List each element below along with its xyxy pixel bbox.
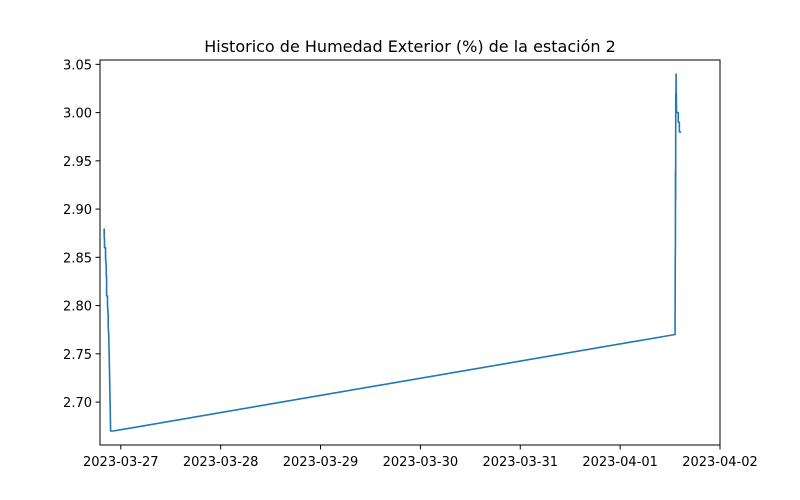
axes-frame xyxy=(99,59,721,446)
chart-title: Historico de Humedad Exterior (%) de la … xyxy=(204,37,616,56)
y-tick-label: 2.75 xyxy=(63,348,92,363)
y-tick-label: 3.05 xyxy=(63,58,92,73)
y-axis: 2.70 2.75 2.80 2.85 2.90 2.95 3.00 3.05 xyxy=(63,58,100,411)
y-tick-label: 2.70 xyxy=(63,396,92,411)
x-tick-label: 2023-04-01 xyxy=(582,455,658,470)
x-tick-label: 2023-03-27 xyxy=(83,455,159,470)
x-tick-label: 2023-03-28 xyxy=(183,455,259,470)
y-tick-label: 2.85 xyxy=(63,251,92,266)
x-tick-label: 2023-04-02 xyxy=(682,455,758,470)
x-tick-label: 2023-03-30 xyxy=(383,455,459,470)
series-line xyxy=(103,73,682,432)
y-tick-label: 2.95 xyxy=(63,155,92,170)
plot-area xyxy=(99,59,721,446)
x-axis: 2023-03-27 2023-03-28 2023-03-29 2023-03-30… xyxy=(83,445,758,470)
y-tick-label: 2.90 xyxy=(63,203,92,218)
x-tick-label: 2023-03-29 xyxy=(283,455,359,470)
y-tick-label: 3.00 xyxy=(63,107,92,122)
x-tick-label: 2023-03-31 xyxy=(482,455,558,470)
y-tick-label: 2.80 xyxy=(63,300,92,315)
